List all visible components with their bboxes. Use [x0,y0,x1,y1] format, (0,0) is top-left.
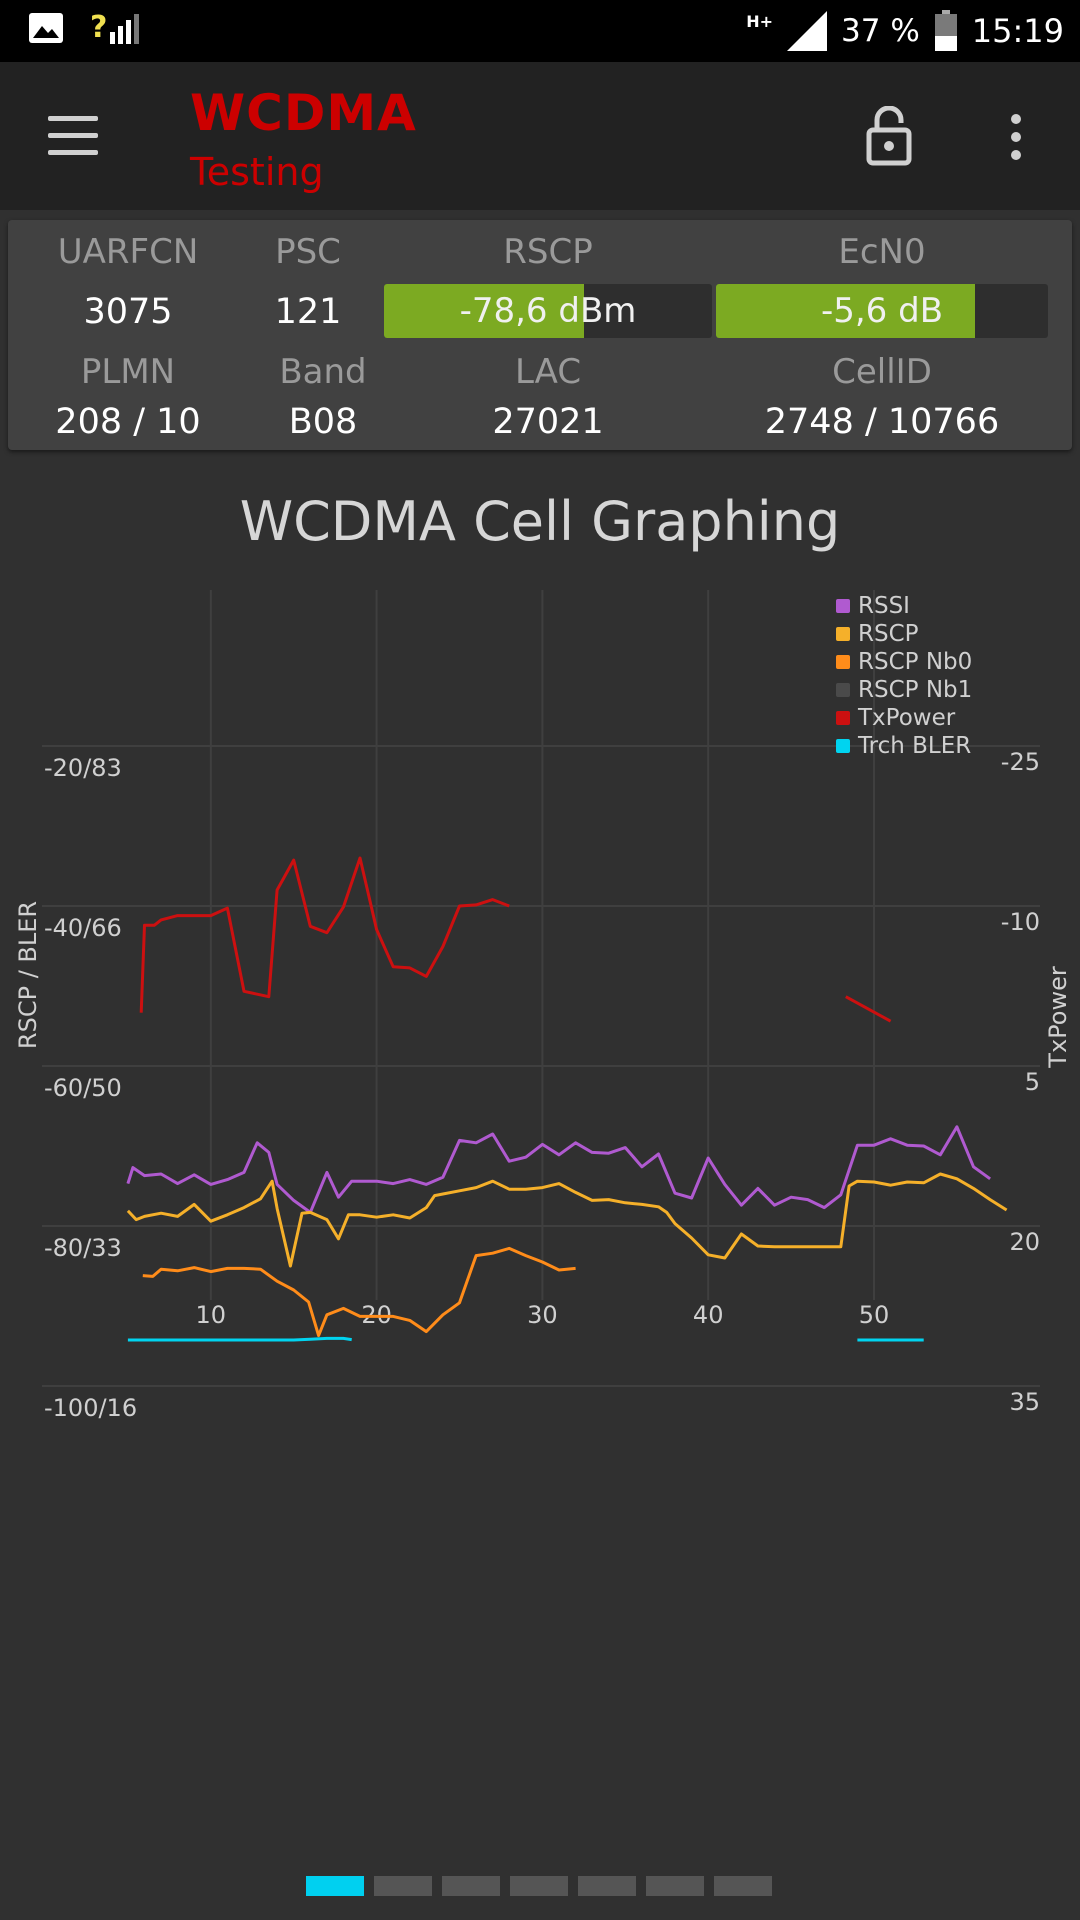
y-axis-title-right: TxPower [1044,966,1072,1069]
band-label: Band [279,352,367,392]
y-tick-label-right: 35 [1009,1388,1040,1416]
legend-swatch [836,683,850,697]
y-tick-label-right: -10 [1001,908,1040,936]
series-line-txpower [139,856,510,1013]
psc-label: PSC [275,232,341,272]
chart-legend: RSSI RSCP RSCP Nb0 RSCP Nb1 TxPower Trch BLER [836,592,972,760]
app-title: WCDMA [190,84,417,142]
legend-swatch [836,655,850,669]
legend-label: RSCP [858,621,919,647]
rscp-bar-fill [384,284,585,338]
legend-swatch [836,739,850,753]
battery-percent: 37 % [841,13,920,49]
psc-value: 121 [274,292,342,332]
legend-swatch [836,711,850,725]
page-dot[interactable] [442,1876,500,1896]
signal-icon: ? [90,10,140,45]
status-right: H+ 37 % 15:19 [746,8,1064,54]
ecn0-bar: -5,6 dB [716,284,1048,338]
y-tick-label-right: -25 [1001,748,1040,776]
page-dot[interactable] [306,1876,364,1896]
battery-icon [934,10,957,51]
x-tick-label: 30 [527,1301,558,1329]
ecn0-value: -5,6 dB [820,291,944,331]
menu-icon[interactable] [48,116,100,156]
signal-unknown-mark: ? [90,10,108,45]
legend-label: RSSI [858,593,910,619]
chart-title: WCDMA Cell Graphing [239,490,841,553]
ecn0-bar-fill [716,284,975,338]
cellid-value: 2748 / 10766 [764,402,1000,442]
series-line-rscp [126,1172,1008,1268]
legend-label: RSCP Nb0 [858,649,973,675]
y-tick-label-left: -60/50 [44,1074,122,1102]
x-tick-label: 50 [859,1301,890,1329]
legend-item: Trch BLER [836,732,972,760]
legend-label: TxPower [858,705,956,731]
plmn-label: PLMN [80,352,176,392]
legend-swatch [836,599,850,613]
legend-label: Trch BLER [858,733,972,759]
y-tick-label-left: -40/66 [44,914,122,942]
app-subtitle: Testing [190,150,324,194]
network-type-label: H+ [746,12,774,31]
lac-label: LAC [514,352,582,392]
cell-info-panel: UARFCN 3075 PSC 121 RSCP -78,6 dBm EcN0 … [8,220,1072,450]
y-axis-title-left: RSCP / BLER [14,901,42,1049]
page-dot[interactable] [646,1876,704,1896]
cell-graph-chart[interactable]: -20/83 -40/66 -60/50 -80/33 -100/16 -25 -10 5 20… [0,580,1080,1580]
legend-item: RSCP Nb1 [836,676,972,704]
page-dot[interactable] [714,1876,772,1896]
legend-label: RSCP Nb1 [858,677,973,703]
series-line-trch-bler [127,1336,352,1342]
series-line-rscp-nb0 [142,1246,576,1338]
y-tick-label-left: -80/33 [44,1234,122,1262]
y-tick-label-right: 20 [1009,1228,1040,1256]
status-left: ? [28,10,140,45]
band-value: B08 [288,402,358,442]
rscp-bar: -78,6 dBm [384,284,712,338]
gallery-notification-icon [29,13,63,43]
app-toolbar: WCDMA Testing [0,62,1080,210]
y-tick-label-right: 5 [1025,1068,1040,1096]
y-tick-label-left: -100/16 [44,1394,137,1422]
cellid-label: CellID [832,352,932,392]
page-indicator [306,1876,772,1896]
plmn-value: 208 / 10 [55,402,201,442]
x-tick-label: 40 [693,1301,724,1329]
more-vert-icon[interactable] [1006,114,1026,160]
y-tick-label-left: -20/83 [44,754,122,782]
rscp-label: RSCP [503,232,593,272]
legend-swatch [836,627,850,641]
series-line-rssi [126,1125,991,1214]
cell-signal-icon [787,11,828,51]
legend-item: TxPower [836,704,972,732]
page-dot[interactable] [374,1876,432,1896]
clock: 15:19 [971,12,1064,50]
status-bar: ? H+ 37 % 15:19 [0,0,1080,62]
page-dot[interactable] [510,1876,568,1896]
uarfcn-value: 3075 [83,292,173,332]
legend-item: RSSI [836,592,972,620]
legend-item: RSCP [836,620,972,648]
ecn0-label: EcN0 [838,232,926,272]
page-dot[interactable] [578,1876,636,1896]
lock-open-icon[interactable] [866,106,912,166]
lac-value: 27021 [492,402,604,442]
uarfcn-label: UARFCN [57,232,199,272]
rscp-value: -78,6 dBm [459,291,637,331]
legend-item: RSCP Nb0 [836,648,972,676]
series-line-txpower [845,995,892,1023]
x-tick-label: 10 [196,1301,227,1329]
